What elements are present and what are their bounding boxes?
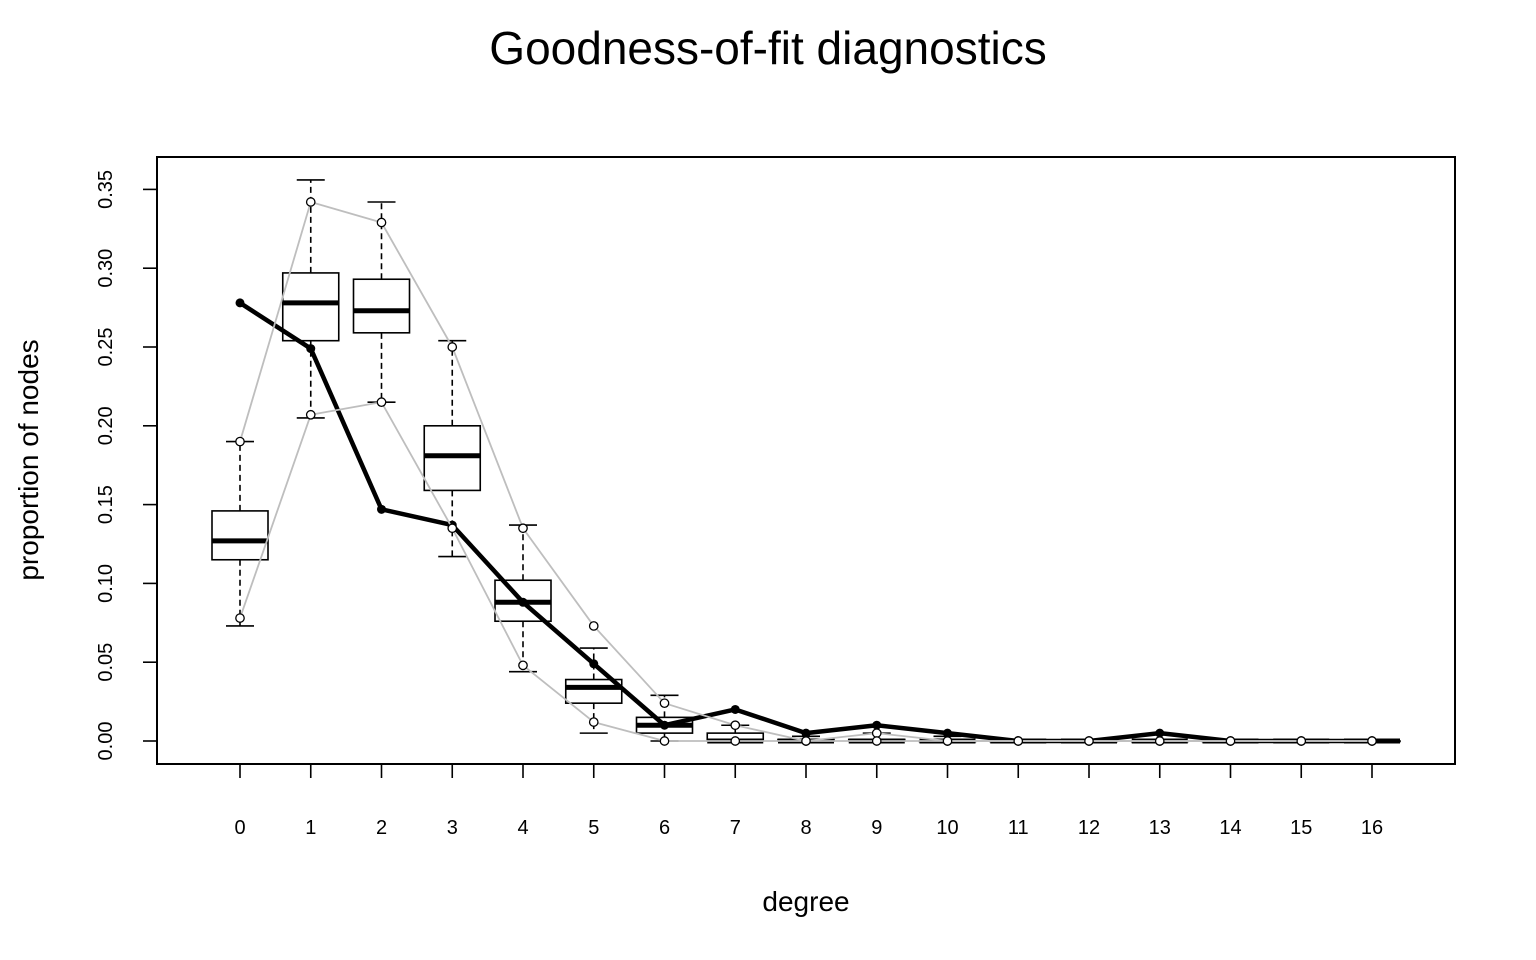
series-point <box>518 523 528 534</box>
series-point <box>659 736 670 746</box>
x-tick-label: 0 <box>234 817 245 839</box>
box-2 <box>352 201 411 403</box>
plot-area <box>211 179 1401 746</box>
series-point <box>871 736 882 746</box>
series-point <box>518 597 528 607</box>
chart-title: Goodness-of-fit diagnostics <box>489 22 1046 74</box>
series-point <box>659 698 670 709</box>
x-tick-label: 5 <box>588 817 599 839</box>
y-tick-label: 0.20 <box>95 406 117 445</box>
box-iqr <box>564 678 623 704</box>
box-iqr <box>281 272 340 342</box>
series-point <box>305 197 316 207</box>
series-point <box>377 504 386 514</box>
series-point <box>1154 736 1165 746</box>
series-point <box>872 720 882 730</box>
series-point <box>376 397 387 408</box>
series-point <box>235 298 245 308</box>
box-5 <box>564 647 623 734</box>
series-point <box>1296 736 1307 746</box>
series-point <box>589 659 599 669</box>
series-point <box>801 736 811 746</box>
y-tick-label: 0.30 <box>95 249 117 288</box>
series-point <box>305 409 316 420</box>
series-point <box>660 720 669 730</box>
x-tick-label: 8 <box>800 817 811 839</box>
series-line-simulated-lower <box>239 401 1372 742</box>
box-iqr <box>352 278 411 334</box>
y-tick-label: 0.10 <box>95 564 117 603</box>
y-tick-label: 0.00 <box>95 722 117 761</box>
series-point <box>235 436 245 447</box>
series-point <box>447 342 458 352</box>
x-tick-label: 3 <box>447 817 458 839</box>
series-point <box>942 736 953 746</box>
series-point <box>1155 728 1165 738</box>
y-tick-label: 0.05 <box>95 643 117 682</box>
y-tick-label: 0.25 <box>95 328 117 367</box>
x-tick-label: 14 <box>1219 817 1241 839</box>
x-tick-label: 10 <box>936 817 958 839</box>
series-point <box>1367 736 1377 746</box>
plot-frame <box>156 156 1456 765</box>
series-point <box>235 613 245 623</box>
x-tick-label: 11 <box>1008 817 1029 839</box>
series-point <box>1084 736 1094 746</box>
series-point <box>730 720 741 731</box>
y-tick-label: 0.35 <box>95 170 117 209</box>
series-point <box>1225 736 1236 746</box>
series-point <box>1013 736 1024 746</box>
series-point <box>730 736 741 746</box>
series-point <box>518 660 528 671</box>
x-tick-label: 13 <box>1149 817 1171 839</box>
series-point <box>447 523 458 534</box>
series-point <box>376 217 387 228</box>
box-1 <box>281 179 340 419</box>
series-point <box>730 704 740 714</box>
series-point <box>943 728 952 738</box>
x-tick-label: 9 <box>871 817 882 839</box>
x-tick-label: 1 <box>305 817 316 839</box>
series-point <box>588 717 599 727</box>
y-tick-label: 0.15 <box>95 485 117 524</box>
box-0 <box>211 440 269 627</box>
y-axis: 0.00 0.05 0.10 0.15 0.20 0.25 0.30 0.35 <box>95 170 157 761</box>
x-tick-label: 12 <box>1078 817 1100 839</box>
series-point <box>801 728 811 738</box>
series-simulated-lower <box>235 397 1377 746</box>
x-tick-label: 6 <box>659 817 670 839</box>
x-tick-label: 2 <box>376 817 387 839</box>
x-tick-label: 15 <box>1290 817 1312 839</box>
series-observed <box>235 298 1377 746</box>
series-point <box>871 728 882 738</box>
box-iqr <box>211 510 269 561</box>
y-axis-label: proportion of nodes <box>13 339 44 580</box>
series-line-observed <box>238 300 1372 744</box>
x-tick-label: 4 <box>517 817 528 839</box>
x-tick-label: 16 <box>1361 817 1383 839</box>
series-point <box>588 621 599 631</box>
x-axis: 0 1 2 3 4 5 6 7 8 9 10 11 12 13 14 15 16 <box>234 764 1383 839</box>
x-axis-label: degree <box>762 886 849 917</box>
series-point <box>306 344 316 354</box>
x-tick-label: 7 <box>730 817 741 839</box>
